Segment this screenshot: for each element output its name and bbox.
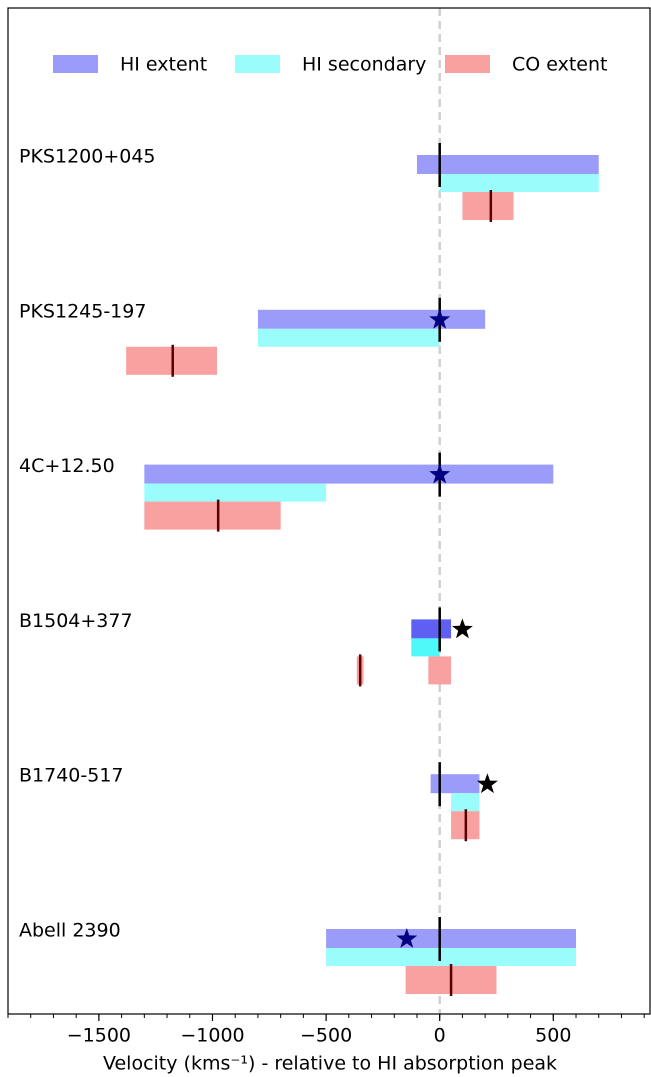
hi-extent-bar xyxy=(416,155,599,174)
star-marker xyxy=(452,618,473,639)
hi-extent-bar xyxy=(326,929,577,948)
source-label: 4C+12.50 xyxy=(19,455,115,477)
hi-secondary-bar xyxy=(411,638,440,657)
hi-extent-bar xyxy=(430,774,480,794)
star-marker xyxy=(429,308,451,329)
legend-swatch xyxy=(235,55,280,73)
star-marker xyxy=(476,773,498,794)
hi-extent-bar xyxy=(411,619,452,639)
co-extent-bar xyxy=(144,501,281,530)
legend-label: CO extent xyxy=(512,54,608,76)
hi-secondary-bar xyxy=(326,948,577,966)
source-label: B1504+377 xyxy=(19,610,133,632)
star-marker xyxy=(429,463,451,484)
x-tick-label: 500 xyxy=(535,1025,571,1047)
hi-extent-bar xyxy=(257,309,486,329)
legend-swatch xyxy=(445,55,490,73)
plot-frame xyxy=(7,7,651,1015)
source-label: Abell 2390 xyxy=(19,920,121,942)
x-tick-label: −500 xyxy=(300,1025,352,1047)
source-label: PKS1200+045 xyxy=(19,146,156,168)
legend-swatch xyxy=(53,55,98,73)
legend-label: HI secondary xyxy=(302,54,426,76)
hi-secondary-bar xyxy=(439,174,599,192)
hi-secondary-bar xyxy=(451,793,480,812)
source-label: PKS1245-197 xyxy=(19,300,146,322)
hi-extent-bar xyxy=(144,464,554,484)
x-axis-label: Velocity (kms⁻¹) - relative to HI absorp… xyxy=(103,1053,557,1075)
hi-secondary-bar xyxy=(257,328,440,347)
co-extent-bar xyxy=(428,656,452,685)
x-tick-label: −1500 xyxy=(67,1025,131,1047)
source-label: B1740-517 xyxy=(19,765,124,787)
x-tick-label: −1000 xyxy=(180,1025,244,1047)
legend-label: HI extent xyxy=(120,54,207,76)
x-tick-label: 0 xyxy=(434,1025,446,1047)
co-extent-bar xyxy=(462,192,514,220)
hi-secondary-bar xyxy=(144,483,327,502)
star-marker xyxy=(396,928,418,948)
